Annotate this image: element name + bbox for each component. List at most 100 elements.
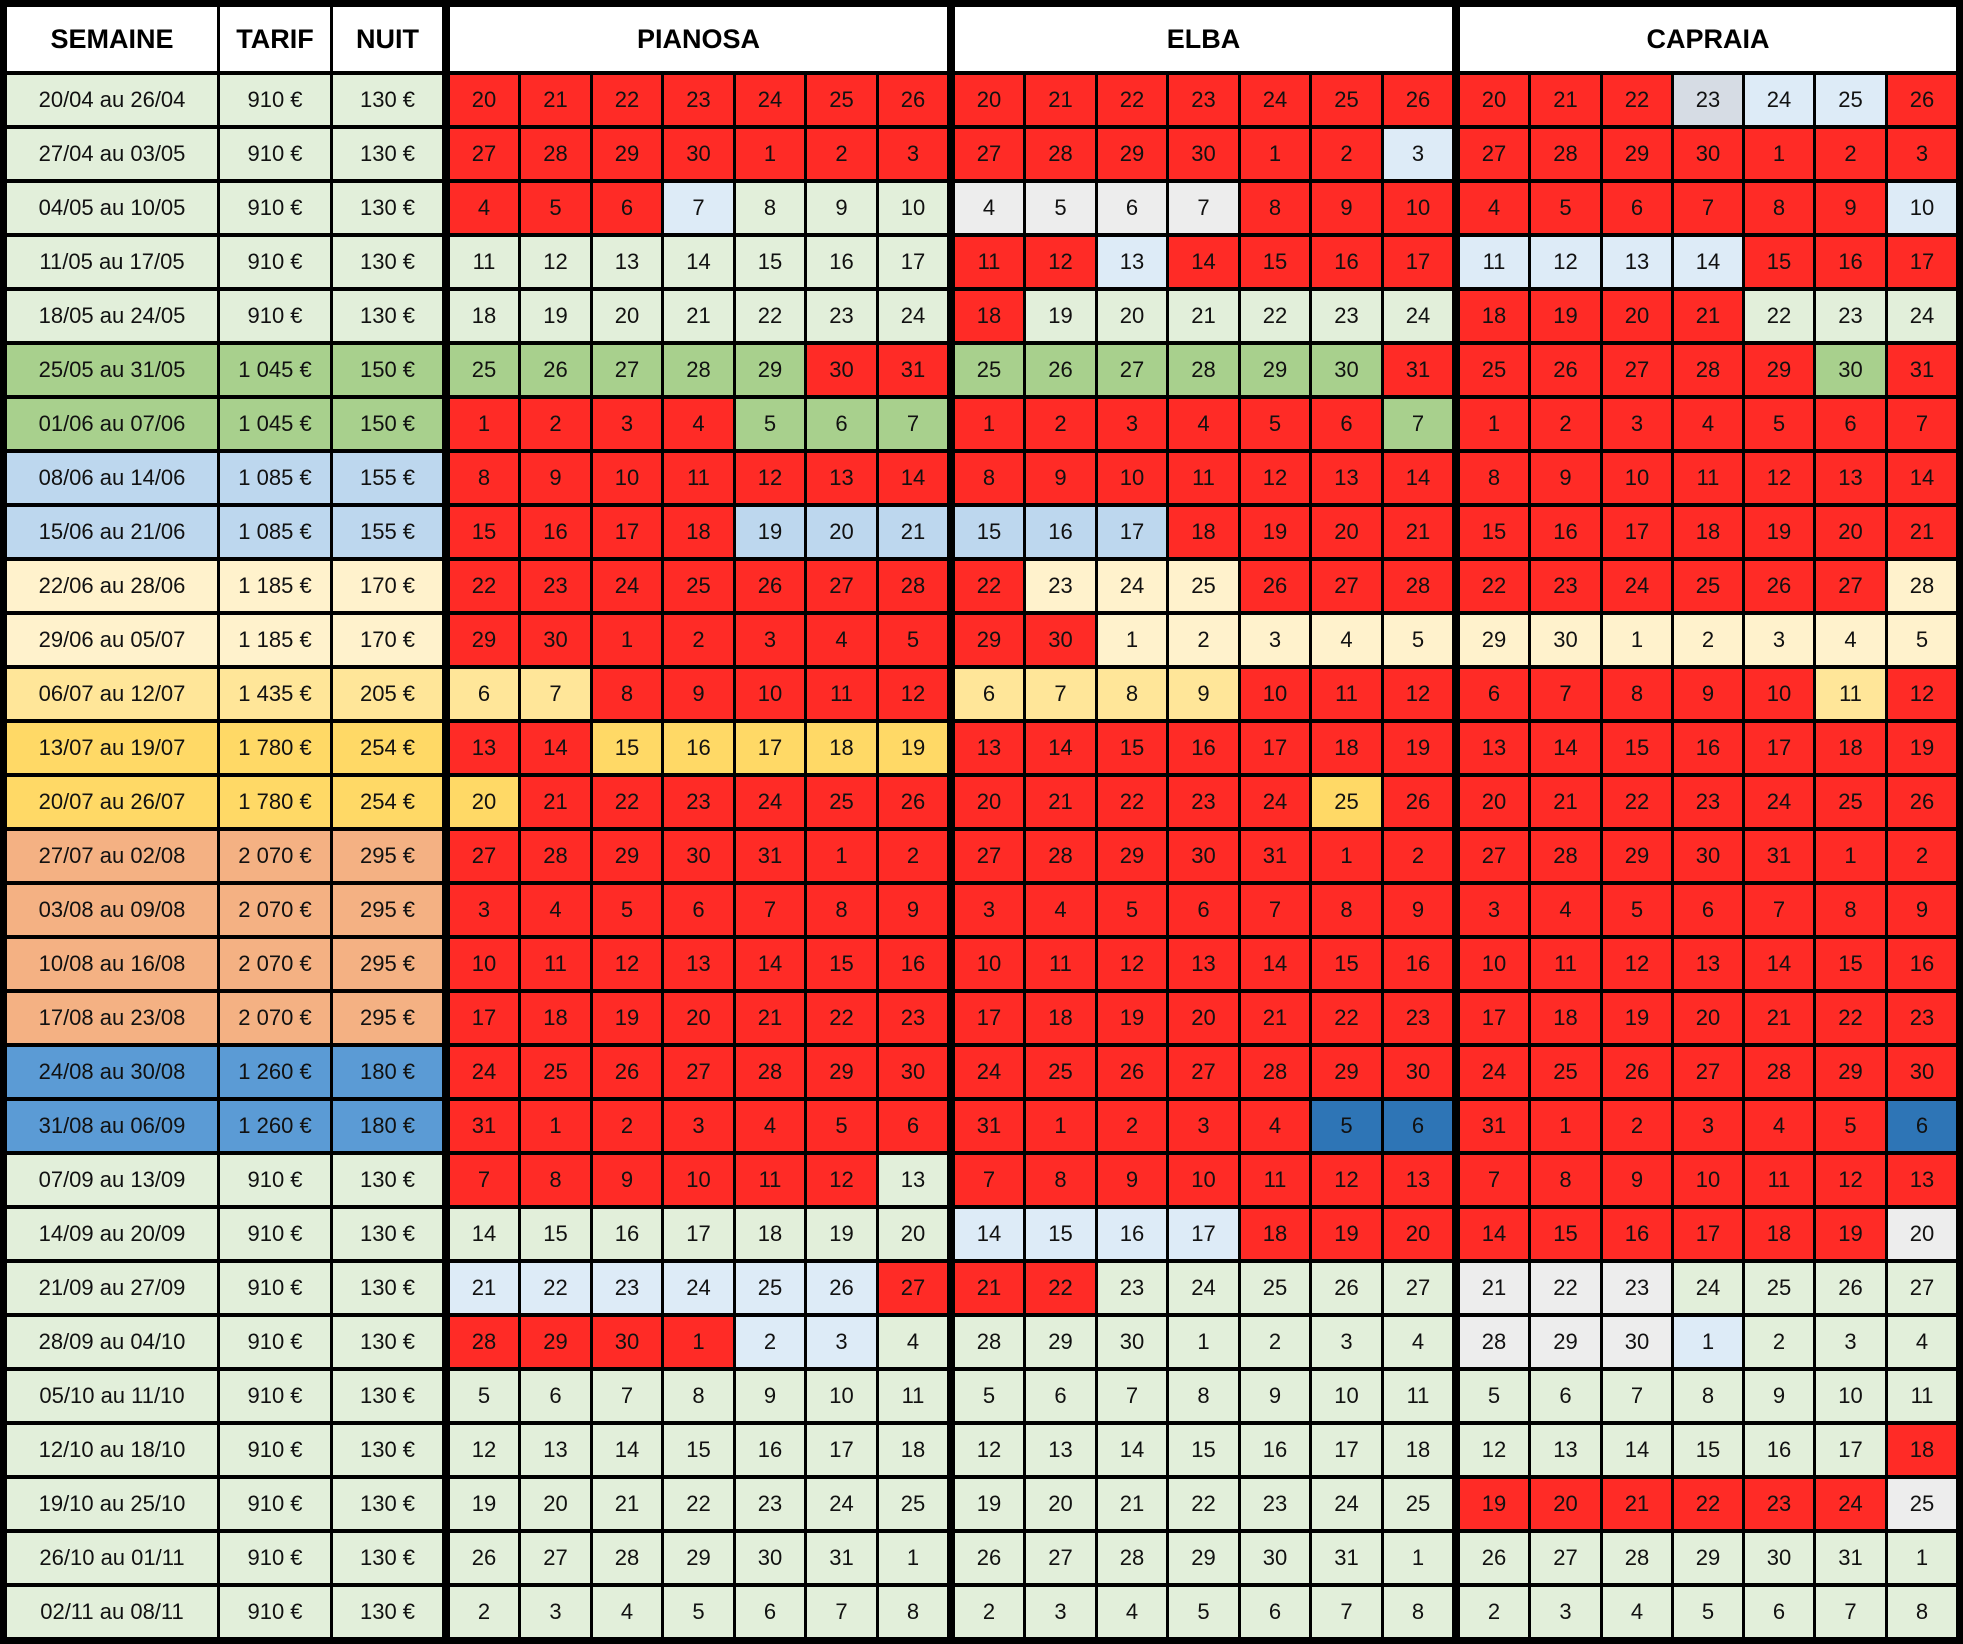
pianosa-day-cell: 12: [736, 453, 804, 503]
pianosa-day-cell: 2: [521, 399, 590, 449]
pianosa-day-cell: 7: [521, 669, 590, 719]
pianosa-day-cell: 2: [736, 1317, 804, 1367]
week-semaine-cell: 08/06 au 14/06: [7, 453, 217, 503]
pianosa-day-cell: 7: [593, 1371, 661, 1421]
capraia-day-cell: 23: [1603, 1263, 1671, 1313]
pianosa-day-cell: 1: [521, 1101, 590, 1151]
pianosa-day-cell: 20: [450, 777, 518, 827]
capraia-day-cell: 6: [1460, 669, 1528, 719]
elba-day-cell: 5: [1098, 885, 1166, 935]
elba-day-cell: 24: [1241, 777, 1309, 827]
elba-day-cell: 30: [1026, 615, 1095, 665]
capraia-day-cell: 19: [1460, 1479, 1528, 1529]
elba-day-cell: 17: [1384, 237, 1452, 287]
elba-day-cell: 22: [1098, 777, 1166, 827]
capraia-day-cell: 1: [1888, 1533, 1956, 1583]
week-tarif-cell: 1 780 €: [220, 723, 330, 773]
capraia-day-cell: 30: [1531, 615, 1600, 665]
pianosa-day-cell: 9: [807, 183, 876, 233]
pianosa-day-cell: 23: [879, 993, 947, 1043]
header-nuit: NUIT: [333, 7, 442, 71]
elba-day-cell: 13: [1169, 939, 1238, 989]
capraia-day-cell: 30: [1674, 831, 1742, 881]
elba-day-cell: 11: [955, 237, 1023, 287]
week-semaine-cell: 07/09 au 13/09: [7, 1155, 217, 1205]
capraia-day-cell: 13: [1603, 237, 1671, 287]
week-semaine-cell: 22/06 au 28/06: [7, 561, 217, 611]
capraia-day-cell: 18: [1816, 723, 1885, 773]
elba-day-cell: 14: [1241, 939, 1309, 989]
capraia-day-cell: 5: [1888, 615, 1956, 665]
elba-day-cell: 4: [1098, 1587, 1166, 1637]
capraia-day-cell: 31: [1888, 345, 1956, 395]
week-semaine-cell: 28/09 au 04/10: [7, 1317, 217, 1367]
capraia-day-cell: 2: [1888, 831, 1956, 881]
elba-day-cell: 9: [1026, 453, 1095, 503]
capraia-day-cell: 23: [1531, 561, 1600, 611]
week-tarif-cell: 1 045 €: [220, 399, 330, 449]
elba-day-cell: 17: [1098, 507, 1166, 557]
pianosa-day-cell: 8: [736, 183, 804, 233]
week-nuit-cell: 155 €: [333, 507, 442, 557]
pianosa-day-cell: 5: [736, 399, 804, 449]
capraia-day-cell: 31: [1816, 1533, 1885, 1583]
week-semaine-cell: 02/11 au 08/11: [7, 1587, 217, 1637]
week-tarif-cell: 910 €: [220, 1155, 330, 1205]
elba-day-cell: 12: [1312, 1155, 1381, 1205]
pianosa-day-cell: 6: [521, 1371, 590, 1421]
elba-day-cell: 15: [1312, 939, 1381, 989]
pianosa-day-cell: 6: [736, 1587, 804, 1637]
week-tarif-cell: 910 €: [220, 1209, 330, 1259]
elba-day-cell: 12: [955, 1425, 1023, 1475]
elba-day-cell: 15: [1098, 723, 1166, 773]
pianosa-day-cell: 18: [664, 507, 733, 557]
pianosa-day-cell: 18: [450, 291, 518, 341]
pianosa-day-cell: 23: [664, 777, 733, 827]
capraia-day-cell: 28: [1460, 1317, 1528, 1367]
elba-day-cell: 11: [1312, 669, 1381, 719]
elba-day-cell: 31: [1312, 1533, 1381, 1583]
capraia-day-cell: 20: [1888, 1209, 1956, 1259]
week-semaine-cell: 24/08 au 30/08: [7, 1047, 217, 1097]
capraia-day-cell: 10: [1603, 453, 1671, 503]
elba-day-cell: 16: [1384, 939, 1452, 989]
capraia-day-cell: 11: [1816, 669, 1885, 719]
capraia-day-cell: 16: [1531, 507, 1600, 557]
pianosa-day-cell: 24: [664, 1263, 733, 1313]
capraia-day-cell: 2: [1460, 1587, 1528, 1637]
capraia-day-cell: 28: [1603, 1533, 1671, 1583]
elba-day-cell: 4: [955, 183, 1023, 233]
pianosa-day-cell: 27: [450, 129, 518, 179]
elba-day-cell: 14: [1169, 237, 1238, 287]
capraia-day-cell: 16: [1816, 237, 1885, 287]
capraia-day-cell: 13: [1888, 1155, 1956, 1205]
capraia-day-cell: 21: [1531, 777, 1600, 827]
pianosa-day-cell: 22: [807, 993, 876, 1043]
pianosa-day-cell: 2: [450, 1587, 518, 1637]
pianosa-day-cell: 2: [593, 1101, 661, 1151]
elba-day-cell: 6: [1026, 1371, 1095, 1421]
elba-day-cell: 24: [1384, 291, 1452, 341]
capraia-day-cell: 7: [1888, 399, 1956, 449]
capraia-day-cell: 26: [1816, 1263, 1885, 1313]
elba-day-cell: 18: [1026, 993, 1095, 1043]
elba-day-cell: 17: [1169, 1209, 1238, 1259]
pianosa-day-cell: 7: [879, 399, 947, 449]
pianosa-day-cell: 30: [736, 1533, 804, 1583]
week-tarif-cell: 910 €: [220, 1479, 330, 1529]
elba-day-cell: 30: [1169, 129, 1238, 179]
pianosa-day-cell: 15: [593, 723, 661, 773]
elba-day-cell: 14: [1026, 723, 1095, 773]
pianosa-day-cell: 21: [879, 507, 947, 557]
capraia-day-cell: 19: [1603, 993, 1671, 1043]
elba-day-cell: 16: [1241, 1425, 1309, 1475]
week-tarif-cell: 910 €: [220, 237, 330, 287]
capraia-day-cell: 4: [1460, 183, 1528, 233]
capraia-day-cell: 15: [1745, 237, 1813, 287]
pianosa-day-cell: 9: [879, 885, 947, 935]
pianosa-day-cell: 16: [593, 1209, 661, 1259]
week-semaine-cell: 05/10 au 11/10: [7, 1371, 217, 1421]
week-semaine-cell: 20/04 au 26/04: [7, 75, 217, 125]
pianosa-day-cell: 6: [593, 183, 661, 233]
capraia-day-cell: 15: [1603, 723, 1671, 773]
